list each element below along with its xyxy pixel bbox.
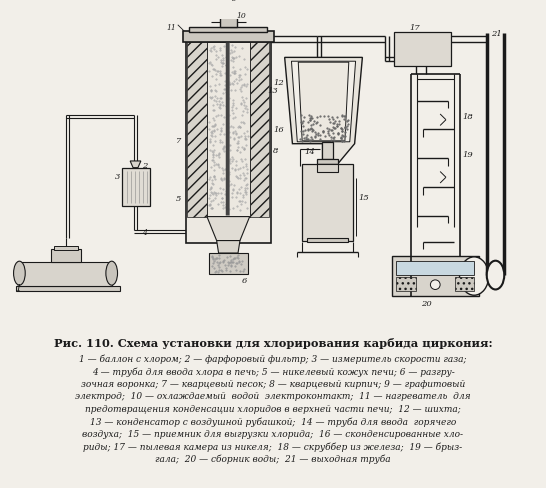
Polygon shape: [207, 217, 250, 241]
Ellipse shape: [430, 280, 440, 290]
Text: 21: 21: [491, 30, 501, 38]
Ellipse shape: [106, 262, 117, 285]
Polygon shape: [217, 241, 240, 253]
Text: 17: 17: [409, 24, 420, 32]
Bar: [122, 168, 150, 206]
Text: 4: 4: [142, 228, 147, 237]
Polygon shape: [298, 63, 349, 142]
Text: 4 — труба для ввода хлора в печь; 5 — никелевый кожух печи; 6 — разгру-: 4 — труба для ввода хлора в печь; 5 — ни…: [92, 366, 454, 376]
Text: 18: 18: [462, 113, 473, 121]
Text: предотвращения конденсации хлоридов в верхней части печи;  12 — шихта;: предотвращения конденсации хлоридов в ве…: [85, 404, 461, 413]
Text: 16: 16: [273, 125, 284, 133]
Bar: [455, 278, 474, 292]
Bar: [187, 43, 207, 217]
Bar: [250, 43, 269, 217]
Bar: [219, 14, 237, 28]
Bar: [55, 247, 78, 251]
Text: электрод;  10 — охлаждаемый  водой  электроконтакт;  11 — нагреватель  для: электрод; 10 — охлаждаемый водой электро…: [75, 391, 471, 400]
Text: 8: 8: [273, 146, 278, 154]
Text: Рис. 110. Схема установки для хлорирования карбида циркония:: Рис. 110. Схема установки для хлорирован…: [54, 338, 492, 349]
Bar: [307, 238, 348, 242]
Text: 2: 2: [142, 162, 147, 170]
Bar: [51, 250, 81, 262]
Text: 20: 20: [420, 300, 431, 307]
Bar: [15, 286, 121, 292]
Text: 6: 6: [242, 277, 247, 285]
Ellipse shape: [487, 261, 505, 290]
Bar: [317, 164, 338, 172]
Bar: [207, 43, 250, 217]
Text: 1: 1: [15, 283, 21, 292]
Text: зочная воронка; 7 — кварцевый песок; 8 — кварцевый кирпич; 9 — графитовый: зочная воронка; 7 — кварцевый песок; 8 —…: [81, 379, 465, 388]
Text: 19: 19: [462, 151, 473, 159]
Text: риды; 17 — пылевая камера из никеля;  18 — скруббер из железа;  19 — брыз-: риды; 17 — пылевая камера из никеля; 18 …: [84, 441, 462, 450]
Bar: [186, 41, 271, 244]
Text: 5: 5: [176, 194, 181, 202]
Polygon shape: [292, 62, 355, 142]
Text: 13: 13: [267, 87, 278, 95]
Bar: [322, 142, 333, 160]
Bar: [391, 256, 479, 297]
Bar: [302, 164, 353, 241]
Bar: [396, 261, 474, 276]
Text: 10: 10: [236, 12, 246, 20]
Text: 14: 14: [304, 147, 315, 155]
Bar: [209, 253, 248, 275]
Text: 12: 12: [273, 80, 284, 87]
Ellipse shape: [14, 262, 25, 285]
Bar: [20, 262, 112, 286]
Text: 13 — конденсатор с воздушной рубашкой;  14 — труба для ввода  горячего: 13 — конденсатор с воздушной рубашкой; 1…: [90, 416, 456, 426]
Text: 15: 15: [359, 193, 369, 201]
Text: 11: 11: [166, 24, 176, 32]
Bar: [223, 0, 233, 5]
Text: 1 — баллон с хлором; 2 — фарфоровый фильтр; 3 — измеритель скорости газа;: 1 — баллон с хлором; 2 — фарфоровый филь…: [79, 354, 467, 364]
Text: 9: 9: [232, 0, 237, 3]
Bar: [317, 160, 338, 164]
Text: 3: 3: [115, 173, 120, 181]
Polygon shape: [284, 58, 363, 183]
Text: воздуха;  15 — приемник для выгрузки хлорида;  16 — сконденсированные хло-: воздуха; 15 — приемник для выгрузки хлор…: [82, 428, 464, 438]
Text: 7: 7: [176, 137, 181, 145]
Bar: [394, 33, 451, 67]
Bar: [189, 28, 267, 33]
Bar: [182, 31, 274, 43]
Polygon shape: [130, 162, 141, 168]
Bar: [396, 278, 416, 292]
Ellipse shape: [460, 257, 489, 296]
Text: гала;  20 — сборник воды;  21 — выходная труба: гала; 20 — сборник воды; 21 — выходная т…: [155, 453, 391, 463]
